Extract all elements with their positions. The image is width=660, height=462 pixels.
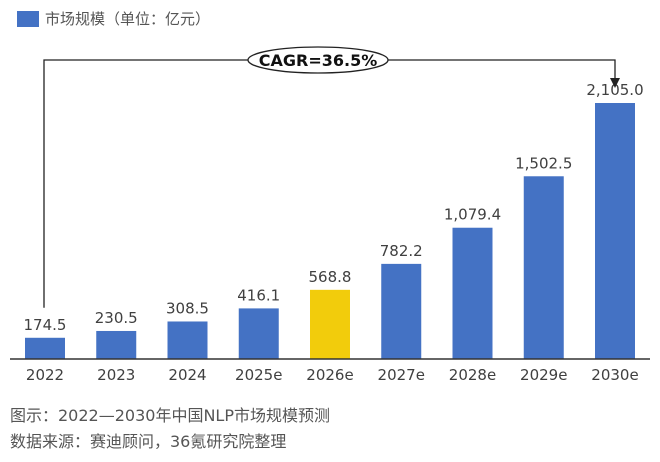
cagr-bracket-right	[388, 59, 616, 80]
x-tick-label: 2030e	[591, 366, 638, 384]
bar	[96, 330, 137, 359]
data-label: 1,079.4	[444, 206, 501, 224]
bar	[381, 263, 422, 359]
cagr-arrowhead	[610, 78, 620, 88]
bar	[310, 289, 350, 359]
x-tick-label: 2029e	[520, 366, 567, 384]
x-tick-label: 2026e	[306, 366, 353, 384]
data-label: 174.5	[24, 316, 67, 334]
bar-chart: 174.5 2022 230.5 2023 308.5 2024 416.1 2025e 568…	[10, 46, 650, 384]
x-tick-label: 2025e	[235, 366, 282, 384]
bar	[523, 176, 564, 359]
x-tick-label: 2023	[97, 366, 135, 384]
cagr-label: CAGR=36.5%	[259, 51, 378, 70]
data-label: 416.1	[237, 286, 280, 304]
data-label: 1,502.5	[515, 154, 572, 172]
data-label: 230.5	[95, 309, 138, 327]
chart-caption: 图示：2022—2030年中国NLP市场规模预测	[10, 406, 330, 425]
cagr-bracket-left	[43, 59, 248, 308]
data-label: 308.5	[166, 299, 209, 317]
bar	[452, 227, 493, 359]
bar	[167, 321, 208, 359]
legend-label: 市场规模（单位：亿元）	[45, 10, 211, 28]
bar	[25, 337, 65, 359]
cagr-ellipse	[247, 46, 389, 74]
x-tick-label: 2022	[26, 366, 64, 384]
x-tick-label: 2024	[168, 366, 206, 384]
x-tick-label: 2027e	[378, 366, 425, 384]
chart-source: 数据来源：赛迪顾问，36氪研究院整理	[10, 432, 287, 451]
bar	[595, 103, 635, 359]
data-label: 2,105.0	[586, 81, 643, 99]
data-label: 568.8	[309, 268, 352, 286]
x-tick-label: 2028e	[449, 366, 496, 384]
bar	[238, 308, 279, 359]
legend: 市场规模（单位：亿元）	[17, 8, 210, 29]
data-label: 782.2	[380, 242, 423, 260]
legend-swatch	[17, 10, 39, 27]
